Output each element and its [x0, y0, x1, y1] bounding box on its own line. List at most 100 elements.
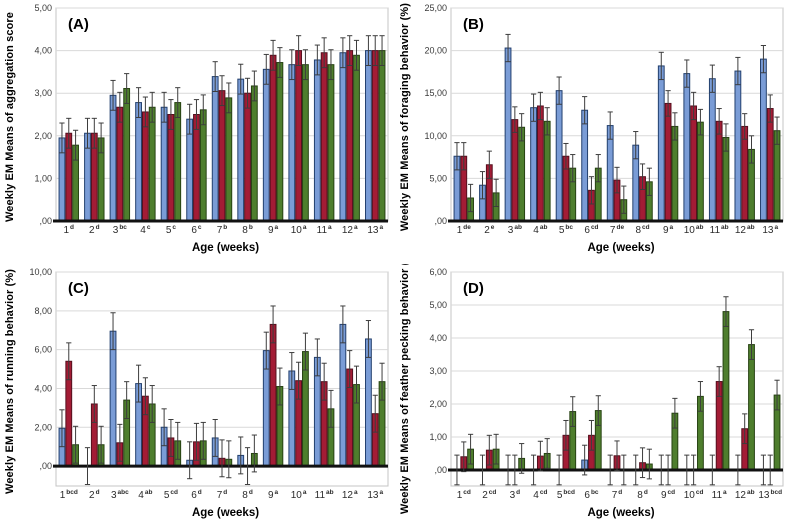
- panel-d: Weekly EM Means of feather pecking behav…: [395, 264, 791, 529]
- svg-text:25,00: 25,00: [424, 3, 447, 13]
- svg-text:11ab: 11ab: [315, 489, 334, 501]
- bar: [734, 70, 742, 222]
- svg-text:2e: 2e: [484, 224, 495, 236]
- bar: [371, 50, 379, 222]
- panel-letter: (A): [68, 16, 89, 33]
- bar: [276, 62, 284, 222]
- svg-text:15,00: 15,00: [424, 88, 447, 98]
- bar: [199, 109, 207, 222]
- svg-text:5bc: 5bc: [559, 224, 574, 236]
- svg-text:4ab: 4ab: [533, 224, 547, 236]
- bar: [218, 90, 226, 222]
- y-axis-title-column-b: Weekly EM Means of foraging behavior (%): [395, 0, 415, 264]
- svg-text:5,00: 5,00: [429, 173, 447, 183]
- bar: [504, 47, 512, 222]
- svg-text:4cd: 4cd: [533, 489, 547, 501]
- bar: [269, 54, 277, 222]
- svg-text:2d: 2d: [89, 224, 100, 236]
- svg-text:1cd: 1cd: [457, 489, 471, 501]
- bar: [543, 120, 551, 222]
- panel-c-main: ,00 2,00 4,00 6,00 8,00 10,00 1bcd 2d 3abc 4ab 5cd…: [20, 264, 395, 529]
- svg-text:3bc: 3bc: [113, 224, 128, 236]
- svg-text:8b: 8b: [242, 224, 253, 236]
- bar: [295, 50, 303, 222]
- error-bars: [454, 33, 780, 214]
- bar: [690, 105, 698, 222]
- x-category-labels: 1bcd 2d 3abc 4ab 5cd 6d 7d 8d 9a 10a 11ab 12a 13a: [60, 489, 384, 501]
- panel-b-main: ,00 5,00 10,00 15,00 20,00 25,00 1de 2e 3ab 4ab 5b…: [415, 0, 791, 264]
- svg-text:3d: 3d: [510, 489, 521, 501]
- y-axis-title-column-c: Weekly EM Means of running behavior (%): [0, 264, 20, 529]
- bar: [697, 121, 704, 222]
- svg-text:10a: 10a: [291, 489, 307, 501]
- svg-text:1d: 1d: [63, 224, 74, 236]
- svg-text:13bcd: 13bcd: [758, 489, 782, 501]
- bar: [167, 114, 175, 222]
- bar: [141, 111, 149, 222]
- svg-text:7d: 7d: [217, 489, 228, 501]
- svg-text:10,00: 10,00: [424, 131, 447, 141]
- bar: [715, 120, 723, 222]
- bar: [174, 102, 182, 222]
- bar: [327, 64, 335, 222]
- bar: [116, 106, 124, 222]
- svg-text:12a: 12a: [342, 224, 358, 236]
- bar: [530, 107, 537, 222]
- bar: [250, 85, 258, 222]
- svg-text:2d: 2d: [89, 489, 100, 501]
- svg-text:7d: 7d: [612, 489, 623, 501]
- svg-text:,00: ,00: [39, 461, 52, 471]
- bar: [365, 338, 372, 467]
- bar: [288, 64, 296, 222]
- svg-text:8cd: 8cd: [635, 224, 649, 236]
- panel-b: Weekly EM Means of foraging behavior (%)…: [395, 0, 791, 264]
- bar: [683, 73, 691, 222]
- svg-text:,00: ,00: [434, 465, 447, 475]
- y-axis-title: Weekly EM Means of running behavior (%): [3, 269, 16, 494]
- svg-text:5,00: 5,00: [34, 3, 52, 13]
- svg-text:2,00: 2,00: [34, 422, 52, 432]
- svg-text:12ab: 12ab: [735, 489, 755, 501]
- bar: [109, 94, 117, 222]
- plot-area: ,00 5,00 10,00 15,00 20,00 25,00 1de 2e 3ab 4ab 5b…: [424, 3, 784, 236]
- bar: [664, 102, 672, 222]
- svg-text:10cd: 10cd: [684, 489, 704, 501]
- bar: [244, 92, 251, 222]
- bar: [237, 78, 245, 222]
- svg-text:10a: 10a: [291, 224, 307, 236]
- bar: [262, 68, 270, 222]
- error-bars: [59, 305, 385, 486]
- bar: [339, 52, 347, 222]
- bar: [123, 88, 131, 222]
- panel-letter: (B): [463, 16, 484, 33]
- bar: [748, 344, 755, 471]
- bar: [581, 109, 589, 222]
- y-tick-labels: ,00 1,00 2,00 3,00 4,00 5,00: [34, 3, 52, 226]
- bar: [302, 64, 309, 222]
- svg-text:,00: ,00: [434, 216, 447, 226]
- svg-text:7b: 7b: [217, 224, 228, 236]
- svg-text:6bc: 6bc: [584, 489, 599, 501]
- svg-text:8d: 8d: [242, 489, 253, 501]
- bar: [320, 52, 328, 222]
- svg-text:9a: 9a: [268, 224, 279, 236]
- panel-d-main: ,00 1,00 2,00 3,00 4,00 5,00 6,00 1cd 2cd 3d 4cd 5b…: [415, 264, 791, 529]
- bar: [555, 90, 563, 222]
- svg-text:4c: 4c: [140, 224, 151, 236]
- bar: [657, 65, 665, 222]
- svg-text:10,00: 10,00: [29, 267, 52, 277]
- y-axis-title-column-d: Weekly EM Means of feather pecking behav…: [395, 264, 415, 529]
- svg-text:1bcd: 1bcd: [60, 489, 78, 501]
- panel-a-main: ,00 1,00 2,00 3,00 4,00 5,00 1d 2d 3bc 4c 5c 6c 7b 8b…: [20, 0, 395, 264]
- x-axis-title: Age (weeks): [191, 507, 260, 519]
- panel-letter: (D): [463, 280, 484, 297]
- svg-text:11a: 11a: [317, 224, 332, 236]
- svg-text:1de: 1de: [457, 224, 472, 236]
- svg-text:3,00: 3,00: [429, 366, 447, 376]
- y-tick-labels: ,00 1,00 2,00 3,00 4,00 5,00 6,00: [429, 267, 447, 475]
- panel-a: Weekly EM Means of aggregation score ,00…: [0, 0, 395, 264]
- bar: [313, 59, 321, 222]
- bar: [160, 106, 168, 222]
- svg-text:9cd: 9cd: [661, 489, 675, 501]
- bar: [536, 105, 544, 222]
